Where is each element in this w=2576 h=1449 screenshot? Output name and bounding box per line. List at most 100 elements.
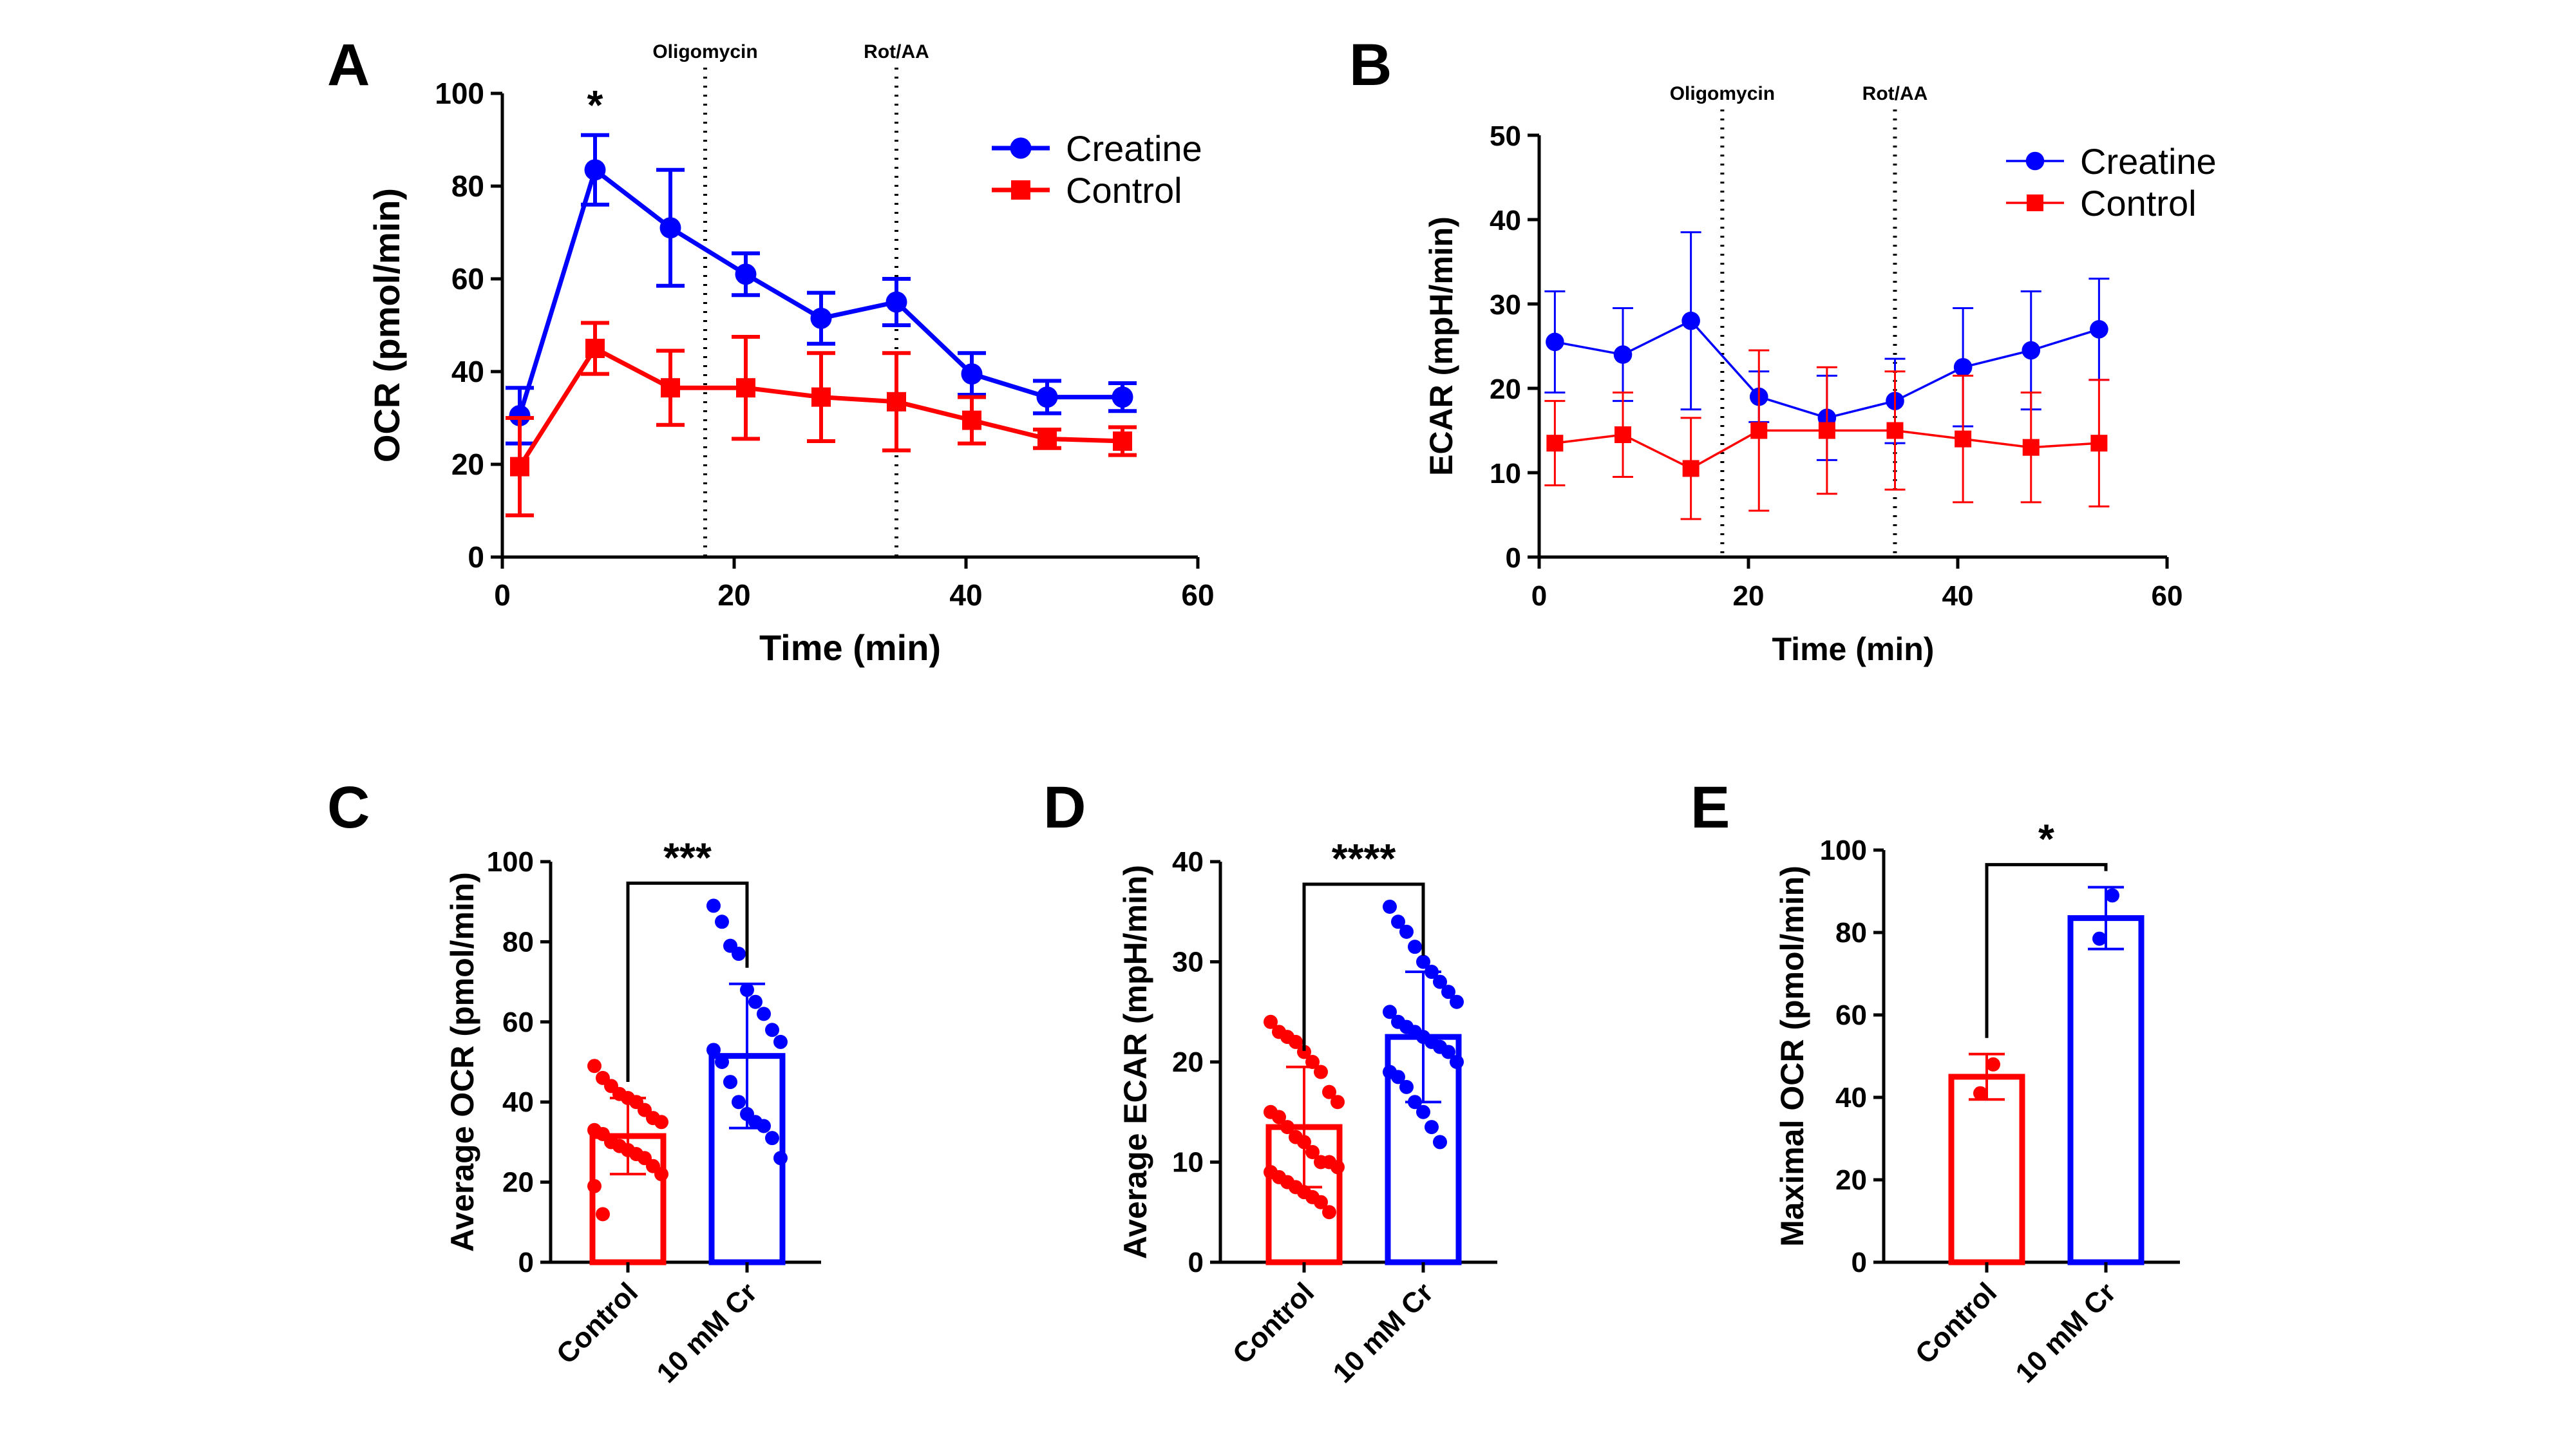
data-point bbox=[585, 339, 605, 358]
significance-bracket bbox=[626, 881, 749, 1082]
data-point bbox=[1682, 460, 1700, 477]
data-point bbox=[1613, 345, 1633, 364]
data-point bbox=[765, 1023, 779, 1037]
y-tick-label: 20 bbox=[1835, 1164, 1867, 1196]
data-point bbox=[706, 898, 721, 913]
data-point bbox=[706, 1043, 721, 1057]
data-point bbox=[584, 159, 606, 181]
x-tick-label: 0 bbox=[494, 578, 511, 612]
treatment-label: Oligomycin bbox=[1670, 83, 1775, 104]
data-point bbox=[1953, 357, 1973, 377]
data-point bbox=[1408, 1095, 1422, 1110]
data-point bbox=[1331, 1095, 1345, 1110]
y-tick-label: 80 bbox=[1835, 917, 1867, 949]
data-point bbox=[1036, 386, 1058, 408]
data-point bbox=[1955, 430, 1972, 448]
x-tick-label: 20 bbox=[1733, 580, 1765, 612]
y-axis-label: Average ECAR (mpH/min) bbox=[1117, 865, 1153, 1259]
data-point bbox=[1289, 1034, 1303, 1049]
panel-letter-c: C bbox=[327, 775, 370, 840]
data-point bbox=[654, 1115, 668, 1130]
data-point bbox=[1416, 954, 1430, 969]
data-point bbox=[596, 1207, 610, 1222]
data-point bbox=[735, 263, 757, 285]
data-point bbox=[732, 1095, 746, 1110]
data-point bbox=[1314, 1195, 1328, 1209]
data-point bbox=[1450, 994, 1464, 1009]
legend-label: Control bbox=[1066, 170, 1182, 211]
x-tick-label: 40 bbox=[949, 578, 982, 612]
legend-marker bbox=[2025, 151, 2045, 171]
treatment-label: Oligomycin bbox=[652, 41, 757, 62]
x-tick-label: 60 bbox=[1181, 578, 1214, 612]
y-tick-label: 0 bbox=[1852, 1247, 1867, 1278]
x-axis-label: Time (min) bbox=[759, 627, 941, 668]
data-point bbox=[1408, 940, 1422, 954]
data-point bbox=[2092, 931, 2107, 946]
significance-marker: * bbox=[2038, 816, 2054, 862]
data-point bbox=[1425, 1120, 1439, 1135]
data-point bbox=[1297, 1045, 1311, 1059]
data-point bbox=[1331, 1160, 1345, 1175]
y-tick-label: 0 bbox=[1188, 1247, 1204, 1278]
x-tick-label: 20 bbox=[717, 578, 750, 612]
data-point bbox=[654, 1167, 668, 1182]
significance-marker: **** bbox=[1332, 835, 1396, 882]
panel-letter-a: A bbox=[327, 32, 370, 98]
data-point bbox=[715, 1055, 729, 1069]
data-point bbox=[2022, 439, 2040, 456]
data-point bbox=[509, 404, 531, 426]
x-axis-label: Time (min) bbox=[1772, 631, 1935, 667]
panel-letter-d: D bbox=[1043, 775, 1086, 840]
data-point bbox=[510, 457, 529, 477]
y-tick-label: 50 bbox=[1490, 120, 1521, 152]
data-point bbox=[1425, 965, 1439, 980]
x-tick-label: 10 mM Cr bbox=[2009, 1276, 2122, 1389]
data-point bbox=[748, 994, 762, 1009]
y-tick-label: 20 bbox=[502, 1167, 534, 1198]
y-tick-label: 10 bbox=[1172, 1147, 1204, 1179]
data-point bbox=[1399, 1079, 1414, 1094]
significance-marker: * bbox=[587, 82, 603, 128]
y-tick-label: 10 bbox=[1490, 458, 1521, 489]
data-point bbox=[1546, 435, 1564, 452]
data-point bbox=[1433, 974, 1447, 989]
data-point bbox=[886, 291, 907, 313]
data-point bbox=[1750, 422, 1768, 439]
data-point bbox=[962, 410, 981, 430]
chart-e-maximal-ocr: 0 20 40 60 80 100 Maximal OCR (pmol/min) Contro… bbox=[1774, 816, 2180, 1389]
legend-label: Control bbox=[2080, 183, 2197, 223]
data-point bbox=[1037, 429, 1057, 449]
y-axis-label: OCR (pmol/min) bbox=[366, 188, 407, 462]
chart-b-ecar-timecourse: 0 10 20 30 40 50 0 20 40 60 Time (min) ECAR (mpH/mi… bbox=[1423, 83, 2217, 667]
data-point bbox=[1322, 1084, 1336, 1099]
data-point bbox=[661, 378, 680, 398]
data-point bbox=[723, 1075, 737, 1090]
y-tick-label: 0 bbox=[518, 1247, 534, 1278]
data-point bbox=[2090, 435, 2108, 452]
y-axis-label: Maximal OCR (pmol/min) bbox=[1774, 866, 1810, 1247]
chart-a-ocr-timecourse: 0 20 40 60 80 100 0 20 40 60 Time (min) OCR (pmol/m… bbox=[366, 41, 1215, 668]
y-tick-label: 60 bbox=[502, 1007, 534, 1038]
bar-creatine bbox=[2067, 915, 2145, 1265]
legend-marker bbox=[1010, 137, 1032, 159]
data-point bbox=[1272, 1110, 1286, 1124]
data-point bbox=[757, 1119, 771, 1133]
data-point bbox=[1391, 914, 1405, 929]
y-tick-label: 80 bbox=[451, 169, 484, 203]
y-tick-label: 20 bbox=[451, 448, 484, 481]
y-axis-label: ECAR (mpH/min) bbox=[1423, 216, 1459, 476]
data-point bbox=[1383, 1005, 1397, 1019]
data-point bbox=[1305, 1055, 1320, 1069]
data-point bbox=[1113, 431, 1132, 451]
treatment-label: Rot/AA bbox=[1862, 83, 1928, 104]
data-point bbox=[1112, 386, 1133, 408]
y-tick-label: 100 bbox=[1820, 835, 1867, 866]
legend-label: Creatine bbox=[1066, 128, 1202, 169]
data-point bbox=[1416, 1104, 1430, 1119]
y-tick-label: 20 bbox=[1172, 1046, 1204, 1078]
y-tick-label: 60 bbox=[1835, 999, 1867, 1031]
y-tick-label: 80 bbox=[502, 926, 534, 958]
